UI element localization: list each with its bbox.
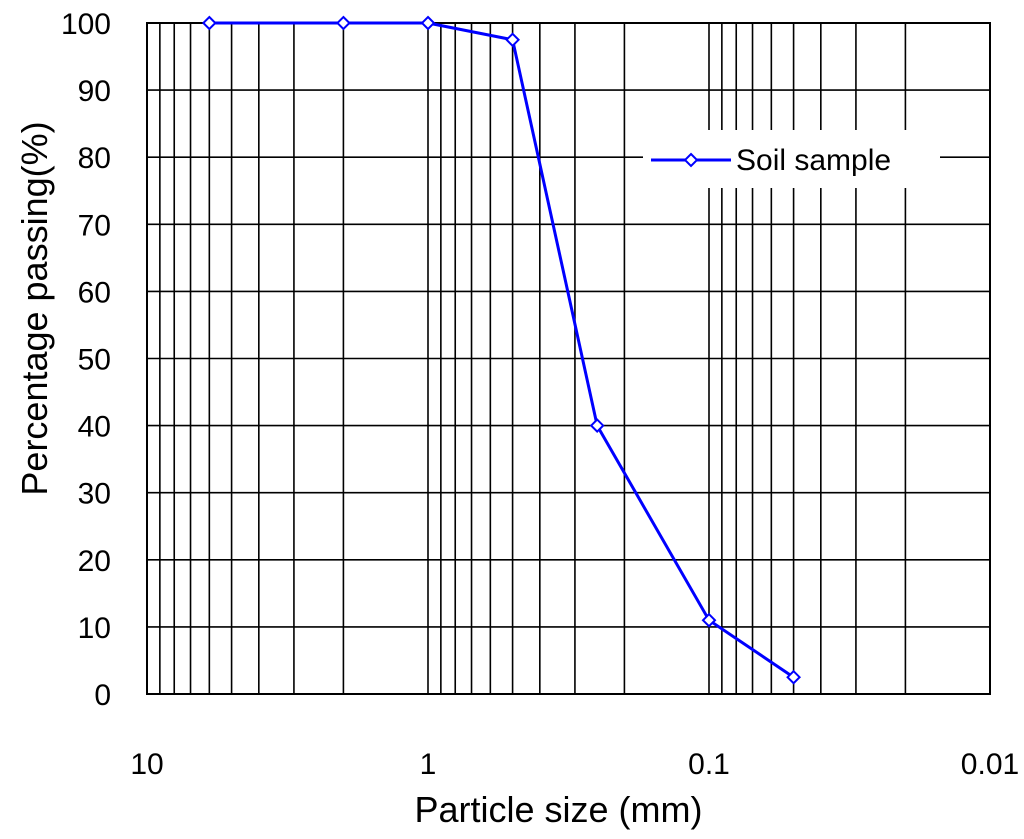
y-tick-label: 10 bbox=[78, 612, 111, 645]
x-axis-title: Particle size (mm) bbox=[414, 789, 702, 830]
data-point bbox=[505, 32, 521, 48]
y-tick-label: 20 bbox=[78, 545, 111, 578]
x-tick-label: 10 bbox=[130, 748, 163, 781]
data-point bbox=[420, 15, 436, 31]
x-tick-labels: 10 1 0.1 0.01 bbox=[130, 748, 1019, 781]
y-tick-label: 80 bbox=[78, 142, 111, 175]
legend-label-soil-sample: Soil sample bbox=[736, 144, 891, 177]
y-tick-label: 60 bbox=[78, 276, 111, 309]
y-tick-label: 0 bbox=[94, 679, 111, 712]
x-tick-label: 1 bbox=[420, 748, 437, 781]
legend: Soil sample bbox=[643, 130, 940, 188]
data-point bbox=[589, 418, 605, 434]
y-tick-label: 40 bbox=[78, 411, 111, 444]
y-tick-labels: 0 10 20 30 40 50 60 70 80 90 100 bbox=[61, 8, 111, 712]
series-line-soil-sample bbox=[209, 21, 795, 679]
data-point bbox=[786, 669, 802, 685]
x-tick-label: 0.1 bbox=[688, 748, 730, 781]
y-tick-label: 30 bbox=[78, 478, 111, 511]
data-point bbox=[201, 15, 217, 31]
y-tick-label: 50 bbox=[78, 344, 111, 377]
y-axis-title: Percentage passing(%) bbox=[14, 121, 55, 495]
legend-marker-soil-sample bbox=[683, 152, 699, 168]
x-tick-label: 0.01 bbox=[961, 748, 1019, 781]
data-point bbox=[335, 15, 351, 31]
grid bbox=[147, 22, 991, 695]
y-tick-label: 100 bbox=[61, 8, 111, 41]
y-tick-label: 90 bbox=[78, 75, 111, 108]
plot-area-frame bbox=[146, 22, 991, 695]
y-tick-label: 70 bbox=[78, 209, 111, 242]
series-layer bbox=[201, 15, 802, 685]
data-point bbox=[701, 612, 717, 628]
